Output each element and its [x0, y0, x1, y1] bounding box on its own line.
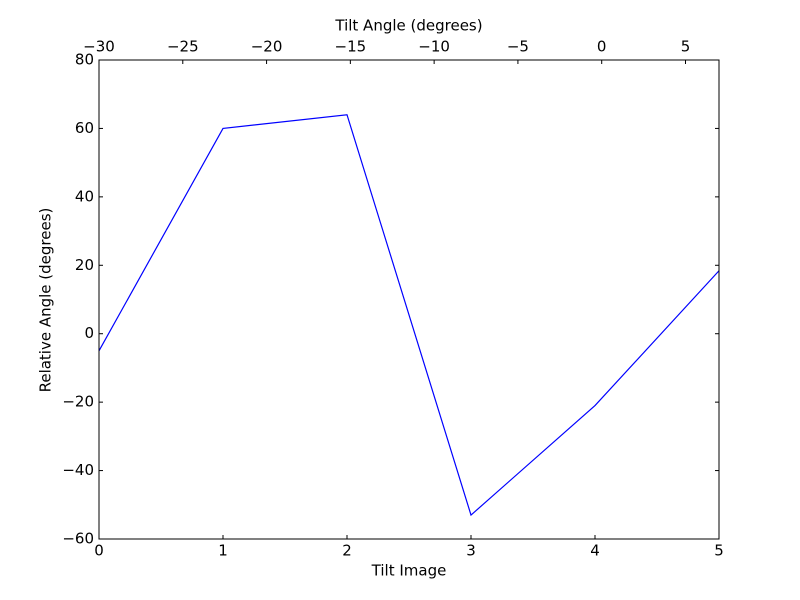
- x2-tick-label: −25: [167, 38, 199, 56]
- y-tick-label: 0: [84, 324, 94, 342]
- x2-tick-label: −15: [335, 38, 367, 56]
- x-tick-label: 1: [218, 542, 228, 560]
- x2-tick-label: −10: [418, 38, 450, 56]
- y-tick-label: −20: [62, 393, 94, 411]
- y-tick-label: 80: [75, 51, 94, 69]
- x-tick-label: 2: [342, 542, 352, 560]
- x2-tick-label: −20: [251, 38, 283, 56]
- x2-tick-label: 0: [597, 38, 607, 56]
- y-tick-label: 60: [75, 119, 94, 137]
- y-tick-label: −60: [62, 530, 94, 548]
- x-tick-label: 3: [466, 542, 476, 560]
- x-tick-label: 0: [94, 542, 104, 560]
- y-axis-label: Relative Angle (degrees): [37, 208, 55, 393]
- x2-tick-label: −5: [507, 38, 529, 56]
- data-line: [98, 114, 720, 517]
- y-tick-label: 40: [75, 187, 94, 205]
- y-tick-label: 20: [75, 256, 94, 274]
- x-tick-label: 4: [590, 542, 600, 560]
- x-axis-label: Tilt Image: [371, 562, 447, 580]
- x-tick-label: 5: [714, 542, 724, 560]
- x2-tick-label: 5: [681, 38, 691, 56]
- y-tick-label: −40: [62, 461, 94, 479]
- plot-frame: [98, 59, 720, 540]
- x2-tick-label: −30: [83, 38, 115, 56]
- x2-axis-label: Tilt Angle (degrees): [334, 17, 482, 35]
